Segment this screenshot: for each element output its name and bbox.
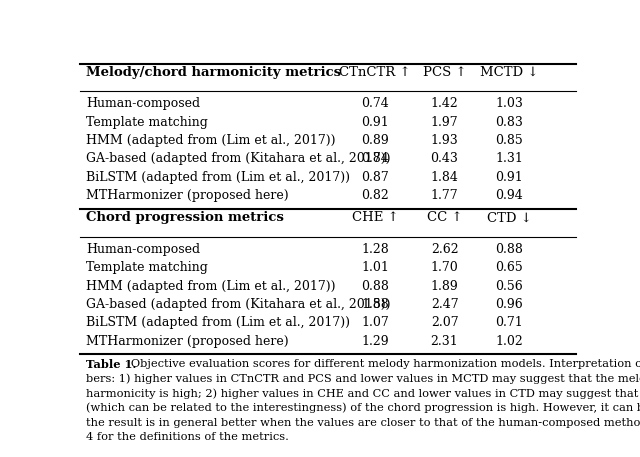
Text: 0.65: 0.65	[495, 261, 523, 274]
Text: MTHarmonizer (proposed here): MTHarmonizer (proposed here)	[86, 189, 289, 202]
Text: 1.29: 1.29	[362, 335, 389, 348]
Text: 1.93: 1.93	[431, 134, 458, 147]
Text: 0.43: 0.43	[431, 152, 458, 165]
Text: Table 1.: Table 1.	[86, 359, 136, 370]
Text: 1.58: 1.58	[361, 298, 389, 311]
Text: 1.02: 1.02	[495, 335, 523, 348]
Text: 1.28: 1.28	[361, 243, 389, 256]
Text: 2.47: 2.47	[431, 298, 458, 311]
Text: 2.07: 2.07	[431, 316, 458, 329]
Text: 0.89: 0.89	[361, 134, 389, 147]
Text: CTD ↓: CTD ↓	[486, 212, 531, 224]
Text: 2.31: 2.31	[431, 335, 458, 348]
Text: MTHarmonizer (proposed here): MTHarmonizer (proposed here)	[86, 335, 289, 348]
Text: 1.97: 1.97	[431, 116, 458, 129]
Text: GA-based (adapted from (Kitahara et al., 2018)): GA-based (adapted from (Kitahara et al.,…	[86, 298, 390, 311]
Text: Melody/chord harmonicity metrics: Melody/chord harmonicity metrics	[86, 66, 341, 79]
Text: 1.89: 1.89	[431, 280, 458, 292]
Text: 0.91: 0.91	[495, 170, 523, 184]
Text: BiLSTM (adapted from (Lim et al., 2017)): BiLSTM (adapted from (Lim et al., 2017))	[86, 170, 350, 184]
Text: 0.83: 0.83	[495, 116, 523, 129]
Text: 1.77: 1.77	[431, 189, 458, 202]
Text: 1.31: 1.31	[495, 152, 523, 165]
Text: 2.62: 2.62	[431, 243, 458, 256]
Text: 0.87: 0.87	[361, 170, 389, 184]
Text: 0.88: 0.88	[495, 243, 523, 256]
Text: HMM (adapted from (Lim et al., 2017)): HMM (adapted from (Lim et al., 2017))	[86, 280, 335, 292]
Text: HMM (adapted from (Lim et al., 2017)): HMM (adapted from (Lim et al., 2017))	[86, 134, 335, 147]
Text: the result is in general better when the values are closer to that of the human-: the result is in general better when the…	[86, 418, 640, 428]
Text: CTnCTR ↑: CTnCTR ↑	[339, 66, 411, 79]
Text: 1.70: 1.70	[431, 261, 458, 274]
Text: Human-composed: Human-composed	[86, 243, 200, 256]
Text: 0.96: 0.96	[495, 298, 523, 311]
Text: CC ↑: CC ↑	[427, 212, 462, 224]
Text: Chord progression metrics: Chord progression metrics	[86, 212, 284, 224]
Text: Human-composed: Human-composed	[86, 97, 200, 111]
Text: (which can be related to the interestingness) of the chord progression is high. : (which can be related to the interesting…	[86, 403, 640, 414]
Text: CHE ↑: CHE ↑	[352, 212, 399, 224]
Text: 0.74: 0.74	[361, 152, 389, 165]
Text: PCS ↑: PCS ↑	[423, 66, 467, 79]
Text: BiLSTM (adapted from (Lim et al., 2017)): BiLSTM (adapted from (Lim et al., 2017))	[86, 316, 350, 329]
Text: 0.74: 0.74	[361, 97, 389, 111]
Text: 0.88: 0.88	[361, 280, 389, 292]
Text: MCTD ↓: MCTD ↓	[480, 66, 538, 79]
Text: 0.94: 0.94	[495, 189, 523, 202]
Text: harmonicity is high; 2) higher values in CHE and CC and lower values in CTD may : harmonicity is high; 2) higher values in…	[86, 388, 640, 399]
Text: bers: 1) higher values in CTnCTR and PCS and lower values in MCTD may suggest th: bers: 1) higher values in CTnCTR and PCS…	[86, 373, 640, 384]
Text: 1.42: 1.42	[431, 97, 458, 111]
Text: 0.85: 0.85	[495, 134, 523, 147]
Text: Template matching: Template matching	[86, 261, 208, 274]
Text: GA-based (adapted from (Kitahara et al., 2018)): GA-based (adapted from (Kitahara et al.,…	[86, 152, 390, 165]
Text: Template matching: Template matching	[86, 116, 208, 129]
Text: 0.91: 0.91	[361, 116, 389, 129]
Text: 0.56: 0.56	[495, 280, 523, 292]
Text: 1.03: 1.03	[495, 97, 523, 111]
Text: 0.71: 0.71	[495, 316, 523, 329]
Text: 1.01: 1.01	[361, 261, 389, 274]
Text: 1.07: 1.07	[361, 316, 389, 329]
Text: 0.82: 0.82	[361, 189, 389, 202]
Text: 4 for the definitions of the metrics.: 4 for the definitions of the metrics.	[86, 432, 289, 442]
Text: 1.84: 1.84	[431, 170, 458, 184]
Text: Objective evaluation scores for different melody harmonization models. Interpret: Objective evaluation scores for differen…	[120, 359, 640, 368]
